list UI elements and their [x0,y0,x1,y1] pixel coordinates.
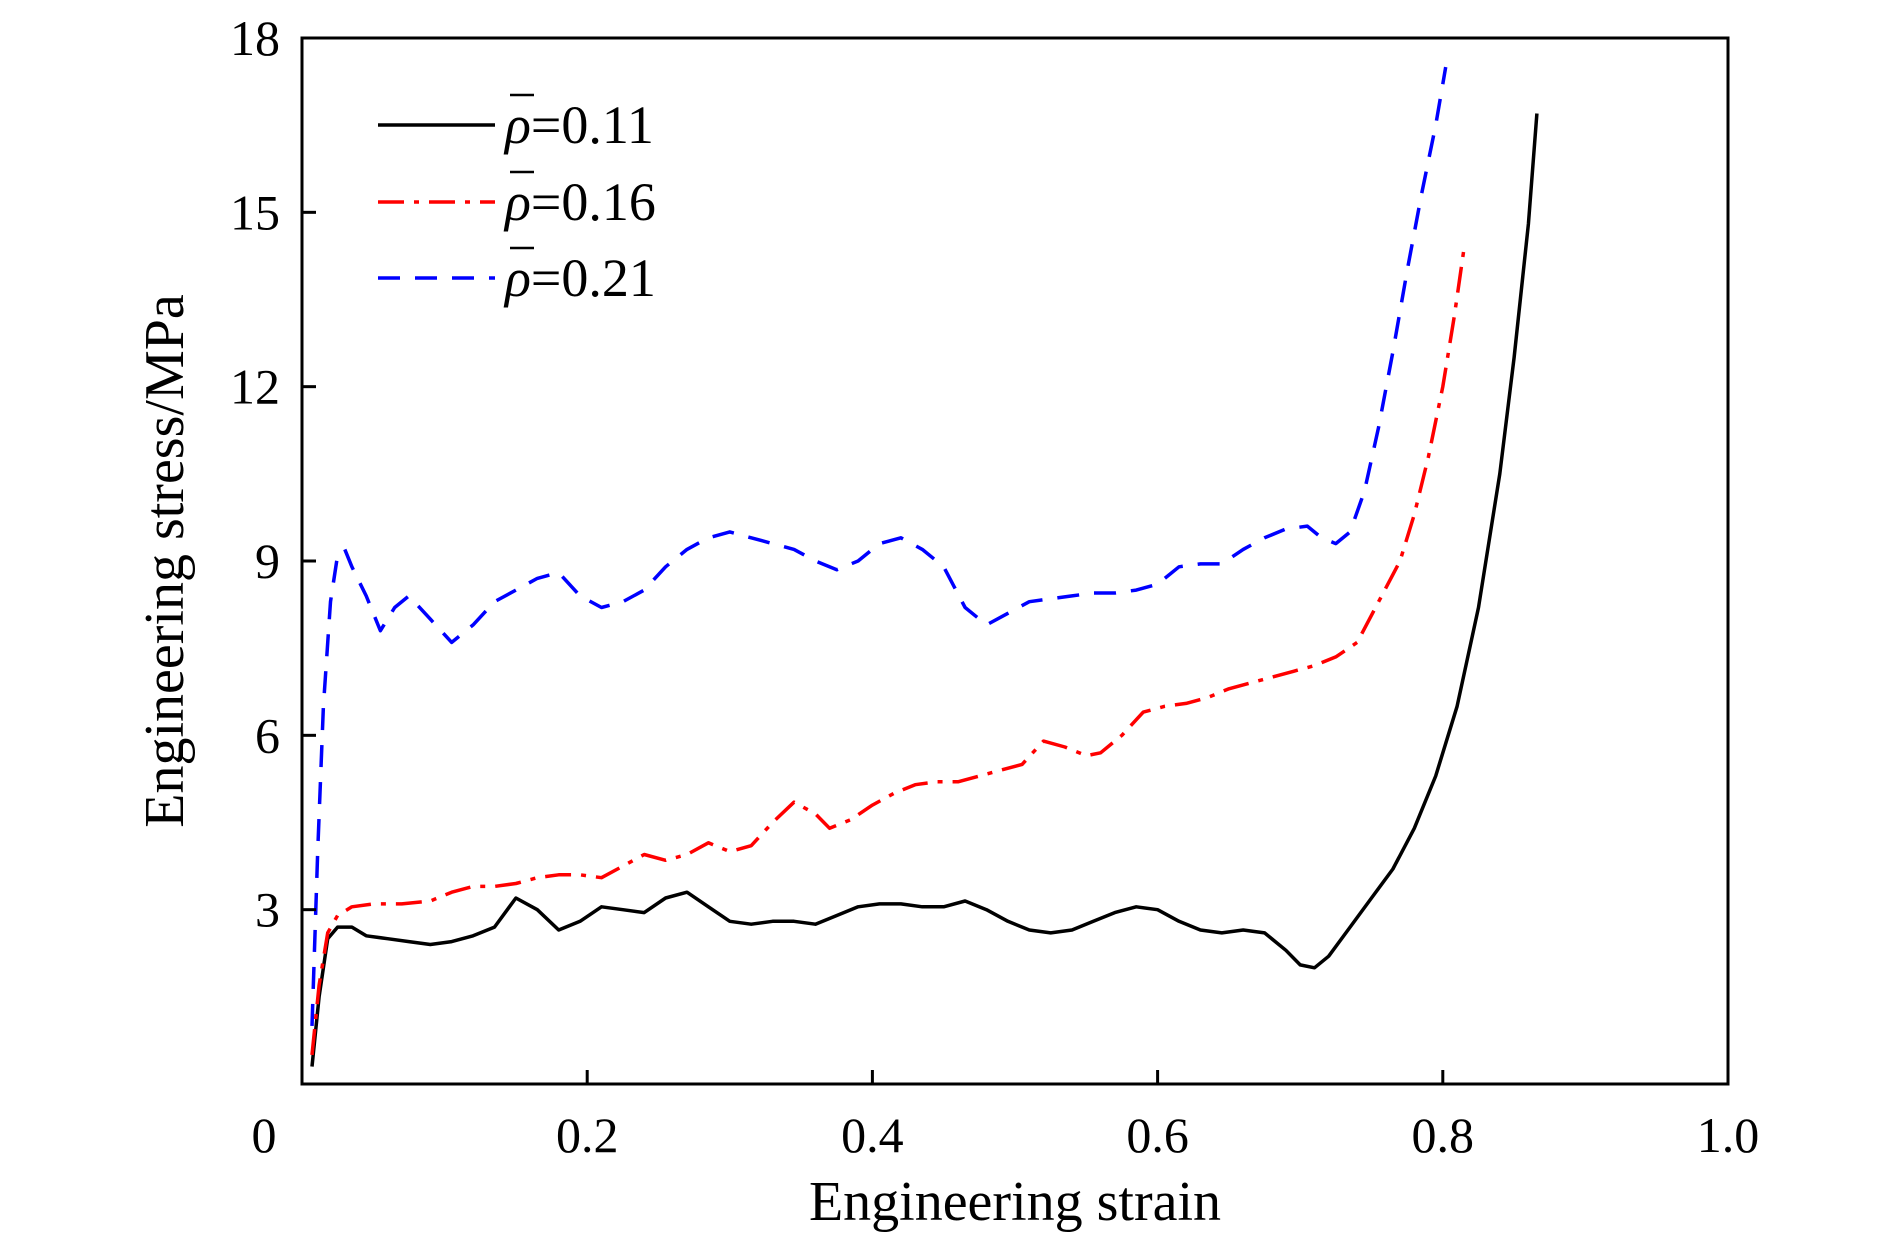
y-tick-label: 6 [255,707,280,763]
x-axis-title: Engineering strain [809,1171,1221,1233]
series-line-3 [310,66,1448,1026]
legend-label-3: ρ=0.21 [503,248,656,308]
axis-ticks: 0 0.2 0.4 0.6 0.8 1.0 3 6 9 12 15 18 [230,10,1759,1163]
legend: ρ=0.11 ρ=0.16 ρ=0.21 [378,93,656,308]
y-tick-label: 15 [230,184,280,240]
x-tick-label: 0 [252,1107,277,1163]
y-tick-label: 9 [255,533,280,589]
legend-label-1: ρ=0.11 [503,95,654,155]
x-tick-label: 0.4 [841,1107,904,1163]
series-line-2 [310,246,1466,1056]
y-axis-title: Engineering stress/MPa [134,294,196,828]
x-tick-label: 1.0 [1697,1107,1760,1163]
x-tick-label: 0.8 [1412,1107,1475,1163]
x-tick-label: 0.2 [556,1107,619,1163]
y-tick-label: 3 [255,882,280,938]
plot-lines [310,66,1539,1067]
legend-label-2: ρ=0.16 [503,172,656,232]
x-tick-label: 0.6 [1126,1107,1189,1163]
y-tick-label: 18 [230,10,280,66]
y-tick-label: 12 [230,359,280,415]
series-line-1 [310,113,1539,1067]
